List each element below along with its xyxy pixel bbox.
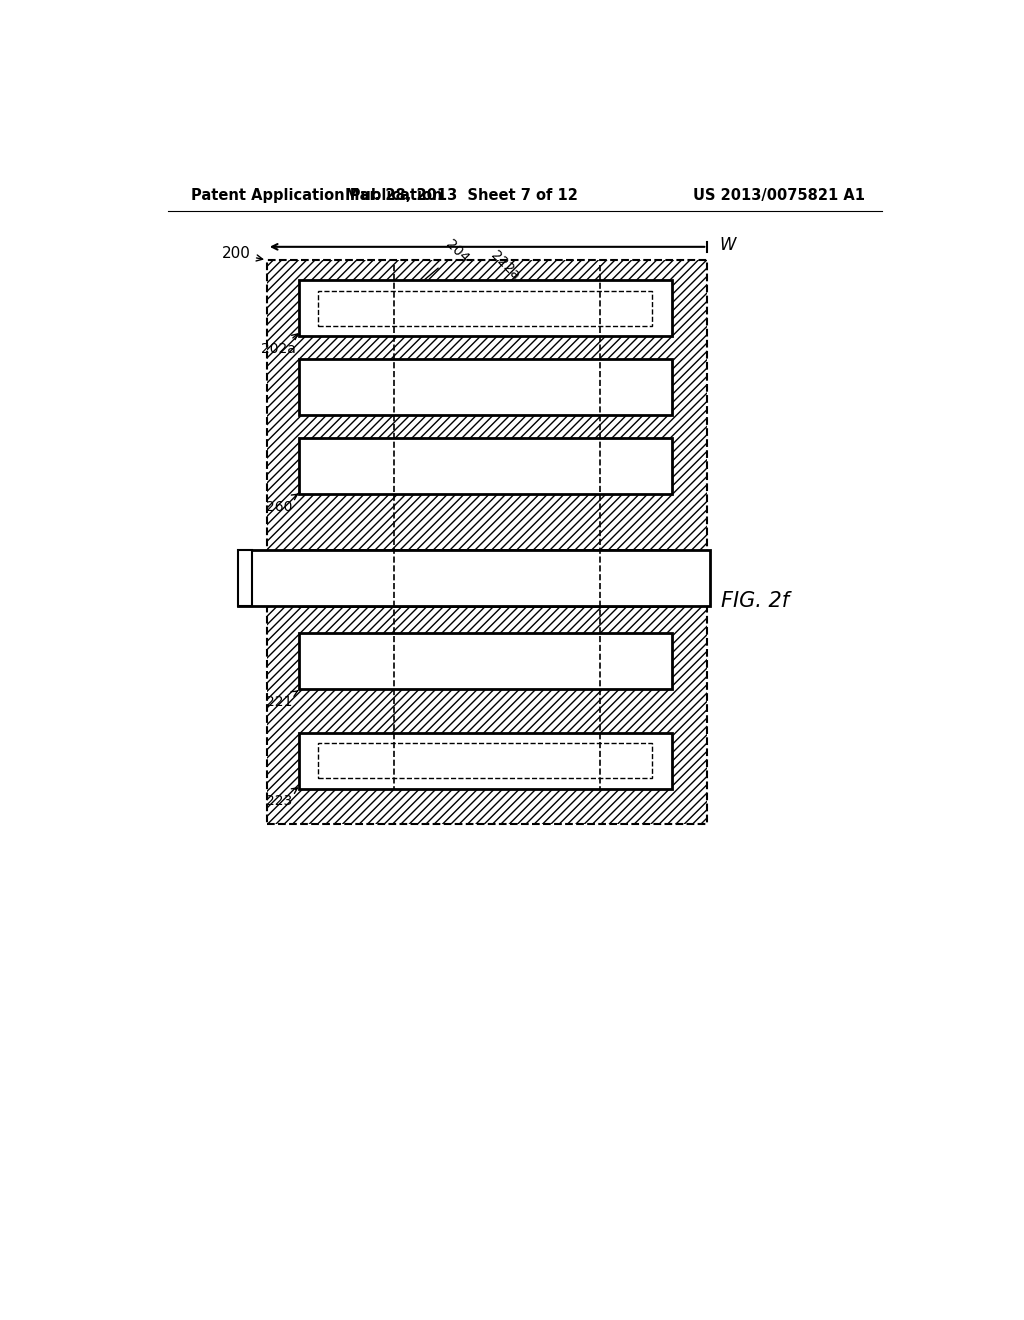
Bar <box>299 733 672 788</box>
Bar <box>299 549 672 606</box>
Text: 222a: 222a <box>464 248 522 315</box>
Bar <box>299 438 672 494</box>
Bar <box>267 260 708 824</box>
Text: 223: 223 <box>265 788 297 808</box>
Bar <box>238 549 252 606</box>
Bar <box>267 260 708 824</box>
Text: US 2013/0075821 A1: US 2013/0075821 A1 <box>693 187 864 203</box>
Text: 260: 260 <box>265 494 297 513</box>
Text: W: W <box>719 236 735 253</box>
Bar <box>299 634 672 689</box>
Text: Patent Application Publication: Patent Application Publication <box>191 187 443 203</box>
Text: Mar. 28, 2013  Sheet 7 of 12: Mar. 28, 2013 Sheet 7 of 12 <box>345 187 578 203</box>
Bar <box>299 359 672 414</box>
Bar <box>299 280 672 337</box>
Bar <box>318 290 651 326</box>
Text: FIG. 2f: FIG. 2f <box>721 590 790 611</box>
Bar <box>238 549 710 606</box>
Text: 204: 204 <box>397 238 472 304</box>
Bar <box>318 743 651 779</box>
Text: 221: 221 <box>265 690 298 709</box>
Text: 202a: 202a <box>261 334 298 356</box>
Text: 200: 200 <box>222 247 262 261</box>
